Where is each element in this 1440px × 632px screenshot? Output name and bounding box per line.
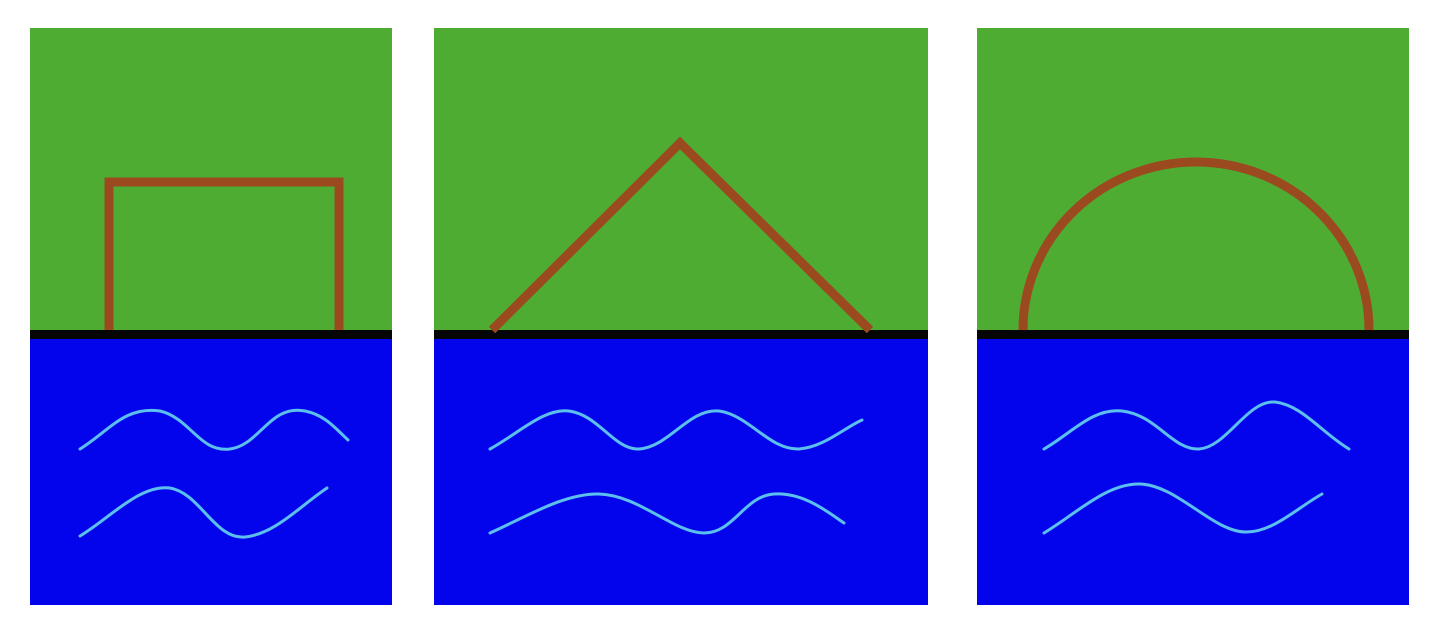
shoreline [977,330,1409,339]
land-region [434,28,928,334]
water-region [30,334,392,605]
square-outline [104,177,344,330]
land-region [977,28,1409,334]
triangle-outline [488,136,874,334]
wave-line-bottom [488,492,846,535]
wave-line-bottom [78,486,329,539]
panel-triangle [434,28,928,605]
panel-square [30,28,392,605]
shoreline [434,330,928,339]
wave-line-top [1042,400,1351,451]
panel-semicircle [977,28,1409,605]
wave-line-bottom [1042,482,1324,535]
semicircle-outline [1018,157,1374,331]
wave-line-top [488,409,864,451]
water-region [434,334,928,605]
shoreline [30,330,392,339]
wave-line-top [78,408,350,451]
water-region [977,334,1409,605]
